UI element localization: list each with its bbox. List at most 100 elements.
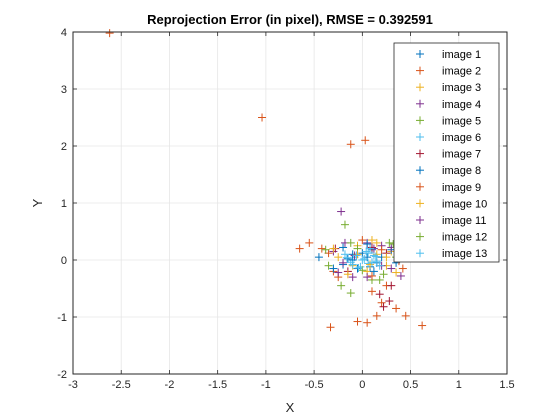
- legend-item: image 12: [416, 232, 487, 244]
- legend-marker: [416, 199, 424, 208]
- legend-item: image 1: [416, 49, 481, 61]
- data-point: [358, 256, 367, 264]
- x-tick-label: 0.5: [403, 379, 418, 391]
- data-point: [346, 289, 355, 298]
- data-point: [392, 268, 401, 277]
- data-point: [317, 244, 326, 253]
- data-point: [337, 281, 346, 290]
- data-point: [401, 311, 410, 320]
- legend-marker: [416, 99, 424, 108]
- y-tick-label: 3: [61, 84, 67, 96]
- axis-ticks: -3 -2.5 -2 -1.5 -1 -0.5 0 0.5 1 1.5 -2 -1 0 1 2 3 4: [57, 27, 514, 391]
- data-point: [326, 323, 335, 332]
- data-point: [366, 244, 375, 253]
- data-point: [369, 251, 378, 260]
- data-point: [398, 264, 407, 273]
- legend-label: image 5: [442, 115, 481, 127]
- legend-marker: [416, 83, 424, 92]
- legend-box: [393, 42, 500, 263]
- data-point: [377, 245, 386, 254]
- legend-marker: [416, 50, 424, 58]
- legend-marker: [416, 216, 424, 224]
- data-point: [379, 302, 388, 311]
- data-point: [367, 258, 376, 267]
- legend: image 1 image 2 image 3 image 4 image 5 image…: [393, 42, 500, 263]
- series-13: [342, 244, 384, 272]
- data-point: [375, 261, 384, 270]
- legend-label: image 3: [442, 82, 481, 94]
- data-point: [258, 113, 267, 122]
- x-tick-label: 1: [456, 379, 462, 391]
- data-point: [348, 273, 357, 282]
- y-tick-label: 0: [61, 255, 67, 267]
- legend-label: image 11: [442, 215, 486, 227]
- data-point: [337, 207, 346, 216]
- series-10: [329, 238, 401, 279]
- data-point: [356, 262, 365, 271]
- data-point: [334, 268, 343, 277]
- legend-marker: [416, 249, 424, 258]
- legend-label: image 12: [442, 232, 487, 244]
- y-tick-label: -1: [57, 312, 67, 324]
- series-6: [340, 247, 381, 271]
- legend-item: image 7: [416, 149, 481, 161]
- data-point: [363, 240, 372, 249]
- data-point: [379, 270, 388, 279]
- chart-title: Reprojection Error (in pixel), RMSE = 0.…: [147, 12, 433, 27]
- data-point: [324, 261, 333, 270]
- legend-label: image 2: [442, 66, 481, 78]
- data-point: [352, 251, 361, 260]
- data-point: [354, 263, 363, 272]
- data-point: [363, 273, 372, 282]
- legend-item: image 3: [416, 82, 481, 94]
- legend-label: image 6: [442, 132, 481, 144]
- data-point: [364, 249, 373, 258]
- legend-marker: [416, 66, 424, 75]
- x-tick-label: -3: [68, 379, 78, 391]
- legend-item: image 11: [416, 215, 486, 227]
- legend-item: image 2: [416, 66, 481, 78]
- data-point: [387, 281, 396, 290]
- data-point: [348, 260, 357, 269]
- data-point: [367, 271, 376, 280]
- legend-item: image 10: [416, 198, 487, 210]
- data-point: [361, 136, 370, 145]
- legend-label: image 8: [442, 165, 481, 177]
- legend-label: image 13: [442, 248, 487, 260]
- data-point: [353, 317, 362, 326]
- data-points: [105, 29, 427, 332]
- x-tick-label: 1.5: [499, 379, 514, 391]
- data-point: [363, 318, 372, 327]
- data-point: [364, 259, 373, 268]
- data-point: [367, 236, 376, 245]
- data-point: [375, 275, 384, 284]
- legend-marker: [416, 149, 424, 158]
- x-tick-label: -2.5: [112, 379, 131, 391]
- data-point: [367, 287, 376, 296]
- data-point: [385, 238, 394, 247]
- x-tick-label: -0.5: [305, 379, 324, 391]
- legend-label: image 1: [442, 49, 481, 61]
- data-point: [346, 238, 355, 247]
- data-point: [305, 238, 314, 247]
- data-point: [340, 220, 349, 229]
- y-tick-label: -2: [57, 369, 67, 381]
- legend-marker: [416, 232, 424, 241]
- legend-item: image 4: [416, 99, 481, 111]
- y-tick-label: 4: [61, 27, 67, 39]
- legend-label: image 7: [442, 149, 481, 161]
- data-point: [339, 243, 348, 252]
- legend-marker: [416, 133, 424, 141]
- legend-marker: [416, 182, 424, 191]
- x-axis-label: X: [286, 400, 295, 415]
- legend-label: image 9: [442, 182, 481, 194]
- data-point: [314, 253, 323, 262]
- data-point: [418, 321, 427, 330]
- legend-marker: [416, 166, 424, 175]
- legend-item: image 13: [416, 248, 487, 260]
- series-2: [105, 29, 427, 332]
- legend-item: image 6: [416, 132, 481, 144]
- series-5: [324, 220, 401, 298]
- x-tick-label: -1.5: [208, 379, 227, 391]
